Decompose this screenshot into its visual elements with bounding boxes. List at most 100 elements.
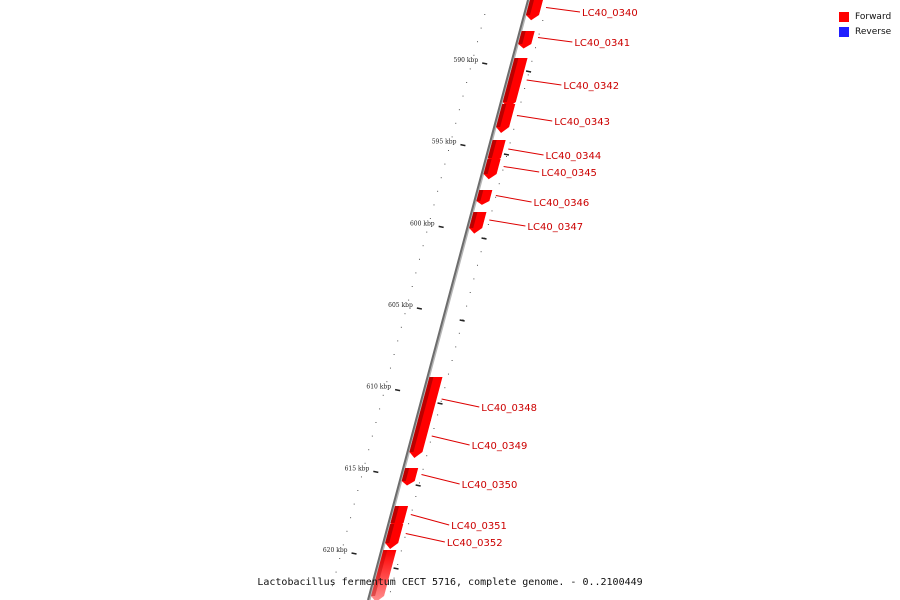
- gene-arrow[interactable]: [409, 420, 431, 458]
- gene-lc40-0349[interactable]: LC40_0349: [409, 420, 527, 458]
- gene-lc40-0348[interactable]: LC40_0348: [417, 377, 537, 427]
- gene-arrow-shade: [483, 159, 492, 174]
- gene-lc40-0350[interactable]: LC40_0350: [401, 468, 518, 491]
- major-tick: [503, 153, 510, 156]
- gene-label[interactable]: LC40_0344: [546, 151, 602, 162]
- gene-leader-line: [503, 166, 540, 173]
- gene-label[interactable]: LC40_0347: [527, 222, 583, 233]
- minor-tick: [480, 27, 482, 29]
- minor-tick: [473, 278, 475, 280]
- kbp-label: 620 kbp: [323, 547, 348, 554]
- gene-label[interactable]: LC40_0350: [462, 480, 518, 491]
- gene-lc40-0347[interactable]: LC40_0347: [469, 212, 583, 234]
- genome-caption: Lactobacillus fermentum CECT 5716, compl…: [257, 577, 643, 588]
- major-tick: [393, 567, 399, 570]
- minor-tick: [455, 122, 457, 124]
- minor-tick: [440, 400, 442, 402]
- gene-arrow-shade: [502, 58, 519, 102]
- gene-lc40-0344[interactable]: LC40_0344: [487, 140, 602, 164]
- gene-label[interactable]: LC40_0345: [541, 168, 597, 179]
- gene-arrow[interactable]: [371, 550, 397, 600]
- gene-leader-line: [495, 195, 532, 203]
- minor-tick: [458, 109, 460, 111]
- minor-tick: [415, 272, 417, 274]
- gene-leader-line: [421, 474, 460, 485]
- minor-tick: [466, 82, 468, 83]
- gene-label[interactable]: LC40_0348: [481, 403, 537, 414]
- gene-label[interactable]: LC40_0341: [574, 38, 630, 49]
- gene-arrow-shade: [518, 31, 526, 44]
- minor-tick: [400, 326, 402, 328]
- minor-tick: [437, 414, 439, 416]
- major-tick: [481, 237, 487, 240]
- minor-tick: [389, 591, 391, 593]
- minor-tick: [357, 490, 359, 491]
- gene-label[interactable]: LC40_0349: [472, 441, 528, 452]
- gene-leader-line: [508, 148, 544, 156]
- gene-label[interactable]: LC40_0346: [534, 198, 590, 209]
- minor-tick: [462, 319, 464, 321]
- gene-lc40-0351[interactable]: LC40_0351: [390, 506, 507, 532]
- minor-tick: [404, 313, 406, 315]
- major-tick: [415, 484, 421, 487]
- gene-lc40-0345[interactable]: LC40_0345: [483, 159, 597, 180]
- minor-tick: [360, 476, 362, 478]
- major-tick: [438, 225, 444, 229]
- legend-forward[interactable]: Forward: [839, 9, 891, 24]
- minor-tick: [422, 468, 424, 470]
- minor-tick: [400, 550, 402, 552]
- gene-arrow-shade: [526, 0, 534, 15]
- gene-label[interactable]: LC40_0352: [447, 538, 503, 549]
- gene-arrow[interactable]: [502, 58, 528, 108]
- minor-tick: [484, 14, 486, 15]
- gene-partial[interactable]: [371, 550, 397, 600]
- minor-tick: [469, 292, 471, 293]
- gene-arrow-shade: [417, 377, 434, 421]
- minor-tick: [397, 340, 399, 342]
- minor-tick: [429, 218, 431, 219]
- gene-lc40-0343[interactable]: LC40_0343: [496, 104, 610, 133]
- minor-tick: [418, 258, 420, 260]
- gene-leader-line: [537, 37, 573, 43]
- gene-leader-line: [489, 219, 526, 227]
- legend-reverse-label: Reverse: [855, 26, 892, 37]
- minor-tick: [346, 530, 348, 532]
- minor-tick: [448, 150, 449, 151]
- gene-lc40-0341[interactable]: LC40_0341: [518, 31, 630, 49]
- gene-leader-line: [410, 514, 450, 526]
- gene-arrow[interactable]: [417, 377, 443, 427]
- legend-reverse[interactable]: Reverse: [839, 24, 891, 39]
- minor-tick: [513, 128, 515, 130]
- major-tick: [459, 319, 465, 322]
- major-tick: [394, 388, 401, 392]
- minor-tick: [418, 482, 420, 484]
- gene-lc40-0352[interactable]: LC40_0352: [385, 524, 503, 549]
- minor-tick: [335, 571, 337, 573]
- minor-tick: [415, 496, 417, 497]
- major-tick: [373, 470, 379, 474]
- gene-leader-line: [441, 398, 480, 408]
- gene-arrow-shade: [487, 140, 497, 158]
- gene-lc40-0346[interactable]: LC40_0346: [476, 190, 589, 209]
- gene-lc40-0340[interactable]: LC40_0340: [526, 0, 638, 21]
- minor-tick: [520, 101, 522, 103]
- minor-tick: [350, 517, 352, 519]
- gene-label[interactable]: LC40_0340: [582, 8, 638, 19]
- legend-forward-label: Forward: [855, 11, 892, 22]
- minor-tick: [382, 394, 384, 396]
- forward-swatch-icon: [839, 11, 849, 22]
- minor-tick: [368, 449, 370, 451]
- gene-label[interactable]: LC40_0342: [563, 81, 619, 92]
- minor-tick: [466, 305, 468, 307]
- minor-tick: [433, 428, 435, 429]
- minor-tick: [379, 408, 381, 410]
- minor-tick: [458, 332, 460, 334]
- minor-tick: [375, 422, 377, 423]
- gene-label[interactable]: LC40_0343: [554, 117, 610, 128]
- gene-lc40-0342[interactable]: LC40_0342: [502, 58, 619, 108]
- minor-tick: [364, 462, 366, 464]
- major-tick: [525, 70, 532, 73]
- minor-tick: [393, 577, 395, 579]
- minor-tick: [480, 251, 482, 253]
- gene-label[interactable]: LC40_0351: [451, 521, 507, 532]
